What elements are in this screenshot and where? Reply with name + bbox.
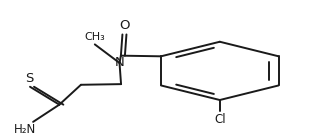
Text: Cl: Cl bbox=[215, 113, 226, 126]
Text: H₂N: H₂N bbox=[14, 123, 37, 136]
Text: N: N bbox=[115, 56, 124, 70]
Text: CH₃: CH₃ bbox=[84, 32, 105, 42]
Text: S: S bbox=[25, 72, 33, 85]
Text: O: O bbox=[119, 19, 130, 33]
